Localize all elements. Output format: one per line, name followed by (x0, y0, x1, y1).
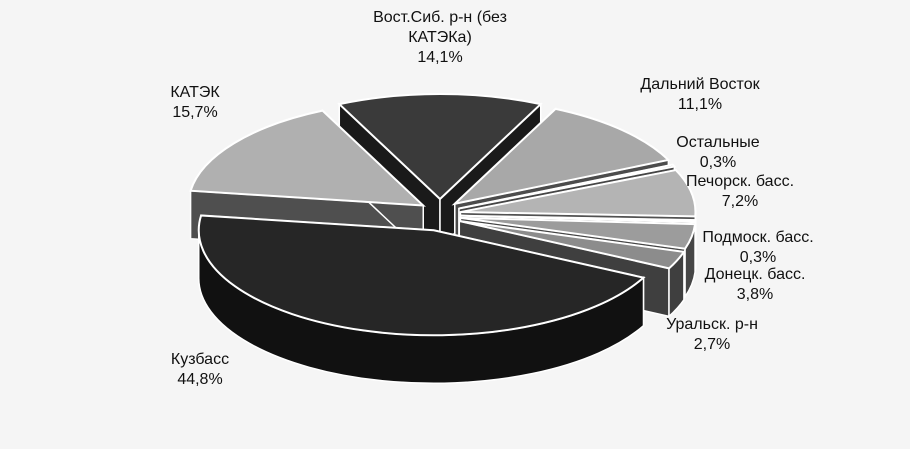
slice (459, 219, 686, 270)
category-name: Печорск. басс. (685, 173, 795, 190)
value-label: 11,1% (677, 96, 723, 113)
slice (458, 163, 677, 210)
slice-label: Уральск. р-н 2,7% (617, 315, 807, 355)
category-name: Дальний Восток (640, 76, 760, 93)
slice (451, 107, 671, 206)
slice-label: Донецк. басс. 3,8% (660, 265, 850, 305)
value-label: 44,8% (177, 371, 223, 388)
slice-label: Дальний Восток 11,1% (605, 75, 795, 115)
value-label: 0,3% (699, 154, 737, 171)
value-label: 2,7% (693, 336, 731, 353)
category-name: Кузбасс (170, 351, 230, 368)
value-label: 0,3% (739, 249, 777, 266)
category-name: Уральск. р-н (666, 316, 758, 333)
slice-label: Печорск. басс. 7,2% (645, 172, 835, 212)
slice (189, 109, 426, 207)
value-label: 15,7% (172, 104, 218, 121)
slice-label: Вост.Сиб. р-н (без КАТЭКа) 14,1% (365, 8, 515, 68)
slice (460, 216, 697, 250)
category-name: Остальные (676, 134, 760, 151)
category-name: КАТЭК (170, 84, 220, 101)
slice (337, 93, 543, 201)
slice-label: Подмоск. басс. 0,3% (663, 228, 853, 268)
value-label: 14,1% (417, 49, 463, 66)
value-label: 3,8% (736, 286, 774, 303)
slice-label: КАТЭК 15,7% (100, 83, 290, 123)
value-label: 7,2% (721, 193, 759, 210)
slice-label: Остальные 0,3% (623, 133, 813, 173)
category-name: Подмоск. басс. (702, 229, 814, 246)
category-name: Донецк. басс. (704, 266, 806, 283)
category-name: Вост.Сиб. р-н (без КАТЭКа) (373, 9, 507, 46)
slice (460, 168, 697, 218)
slice (197, 214, 646, 337)
slice-label: Кузбасс 44,8% (105, 350, 295, 390)
slice (460, 214, 697, 224)
